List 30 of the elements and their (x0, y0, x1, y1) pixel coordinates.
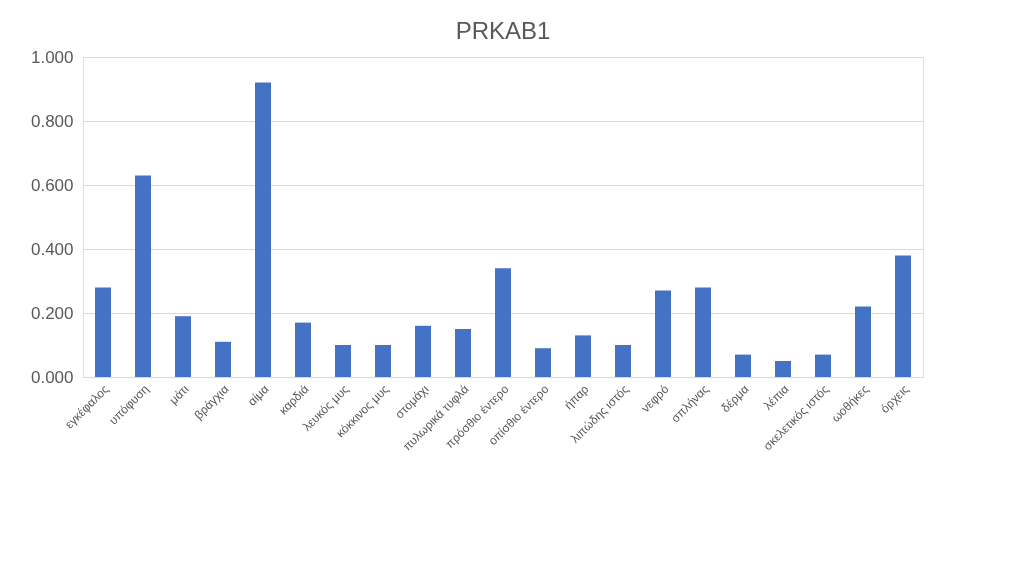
bar (495, 268, 511, 377)
y-tick-label: 0.600 (30, 175, 74, 195)
y-tick-label: 0.800 (30, 111, 74, 131)
bar (295, 322, 311, 377)
chart-title: PRKAB1 (455, 17, 551, 44)
bar (175, 316, 191, 377)
bar (255, 82, 271, 377)
bar (335, 345, 351, 377)
bar (455, 329, 471, 377)
bar (575, 335, 591, 377)
bar (655, 290, 671, 377)
x-tick-label: μάτι (166, 381, 192, 408)
bar (375, 345, 391, 377)
x-tick-label: αίμα (244, 382, 272, 409)
bar (775, 361, 791, 377)
bar (895, 255, 911, 377)
bar (735, 354, 751, 377)
bar (215, 341, 231, 377)
bar (815, 354, 831, 377)
y-tick-label: 0.000 (30, 367, 74, 387)
y-tick-label: 1.000 (30, 47, 74, 67)
bar (615, 345, 631, 377)
bar (135, 175, 151, 377)
bar (95, 287, 111, 377)
bar (535, 348, 551, 377)
bar (855, 306, 871, 377)
y-tick-label: 0.200 (30, 303, 74, 323)
bar (415, 325, 431, 377)
y-tick-label: 0.400 (30, 239, 74, 259)
bar (695, 287, 711, 377)
